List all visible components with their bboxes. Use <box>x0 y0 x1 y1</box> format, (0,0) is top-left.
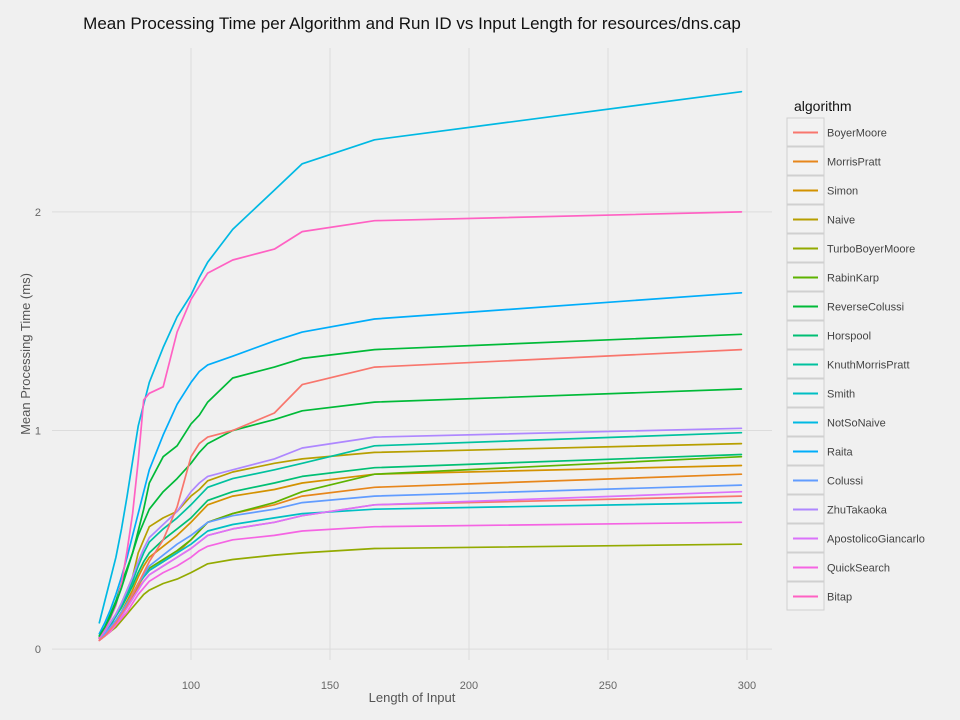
legend-label: ReverseColussi <box>827 302 904 314</box>
series-line-notsonaive <box>98 90 743 624</box>
grid <box>52 48 772 660</box>
legend-label: Raita <box>827 447 854 459</box>
chart-title: Mean Processing Time per Algorithm and R… <box>83 14 741 33</box>
legend-label: Simon <box>827 186 858 198</box>
x-tick-label: 300 <box>738 680 756 692</box>
legend-label: Bitap <box>827 592 852 604</box>
y-axis-title: Mean Processing Time (ms) <box>18 273 33 435</box>
series-line-reversecolussi <box>98 388 743 637</box>
legend: algorithm BoyerMoore MorrisPratt Simon Naiv… <box>786 98 925 611</box>
series-line-raita <box>98 291 743 635</box>
x-axis-title: Length of Input <box>369 690 456 705</box>
series-layer <box>98 90 743 642</box>
legend-label: QuickSearch <box>827 563 890 575</box>
series-line-run-17 <box>98 348 743 642</box>
legend-label: BoyerMoore <box>827 128 887 140</box>
legend-title: algorithm <box>794 98 852 114</box>
legend-items: BoyerMoore MorrisPratt Simon Naive TurboBoye… <box>786 117 925 611</box>
legend-label: Naive <box>827 215 855 227</box>
x-tick-label: 150 <box>321 680 339 692</box>
y-tick-label: 0 <box>35 644 41 656</box>
y-tick-label: 2 <box>35 207 41 219</box>
legend-label: TurboBoyerMoore <box>827 244 915 256</box>
series-line-horspool <box>98 453 743 639</box>
x-tick-label: 250 <box>599 680 617 692</box>
series-line-quicksearch <box>98 521 743 642</box>
series-line-colussi <box>98 484 743 639</box>
series-line-bitap <box>98 211 743 639</box>
x-tick-label: 100 <box>182 680 200 692</box>
series-line-knuthmorrispratt <box>98 431 743 639</box>
legend-label: Horspool <box>827 331 871 343</box>
series-line-zhutakaoka <box>98 427 743 639</box>
series-line-turboboyermoore <box>98 543 743 642</box>
legend-label: RabinKarp <box>827 273 879 285</box>
legend-label: KnuthMorrisPratt <box>827 360 910 372</box>
series-line-run-18 <box>98 333 743 637</box>
y-axis-ticks: 0 1 2 <box>35 207 41 656</box>
legend-label: ZhuTakaoka <box>827 505 888 517</box>
legend-label: Colussi <box>827 476 863 488</box>
legend-label: Smith <box>827 389 855 401</box>
y-tick-label: 1 <box>35 426 41 438</box>
x-axis-ticks: 100 150 200 250 300 <box>182 680 756 692</box>
legend-label: ApostolicoGiancarlo <box>827 534 925 546</box>
x-tick-label: 200 <box>460 680 478 692</box>
legend-label: NotSoNaive <box>827 418 886 430</box>
legend-label: MorrisPratt <box>827 157 881 169</box>
